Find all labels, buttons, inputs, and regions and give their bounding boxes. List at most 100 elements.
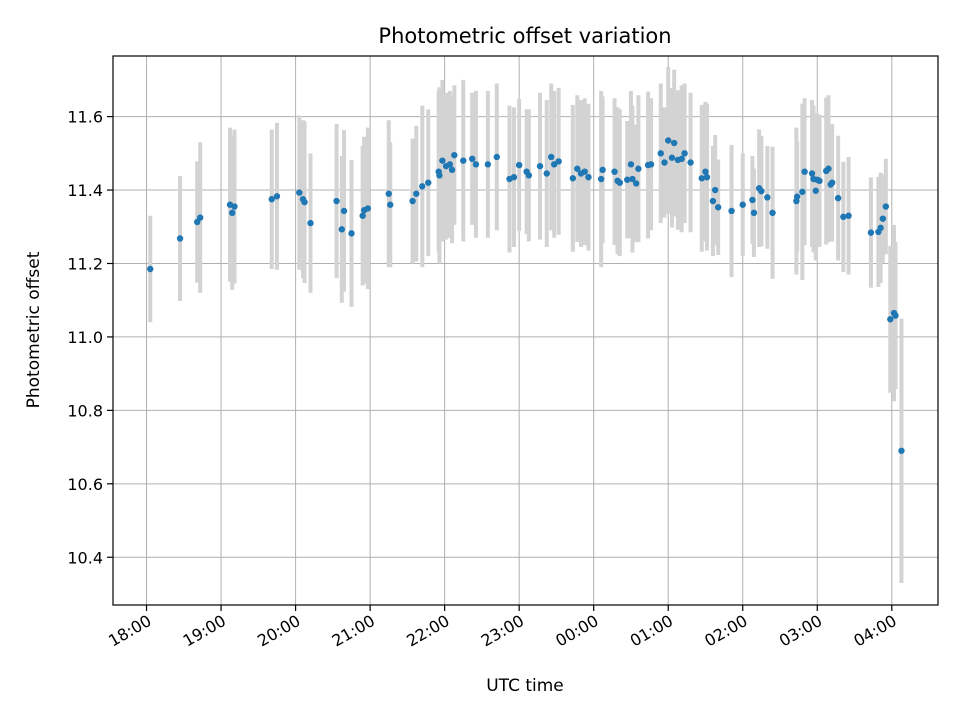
data-point [812, 187, 819, 194]
data-point [711, 186, 719, 194]
data-point [808, 170, 816, 177]
error-bars [148, 67, 904, 583]
data-point [493, 153, 501, 161]
data-point [728, 207, 735, 215]
data-point [510, 173, 518, 181]
data-point [879, 215, 887, 222]
data-point [301, 198, 308, 206]
data-point [647, 161, 655, 168]
data-point [627, 161, 635, 168]
data-point [629, 175, 636, 183]
data-point [543, 170, 550, 177]
x-tick-label: 21:00 [329, 611, 378, 651]
data-point [887, 316, 894, 323]
data-points [147, 137, 905, 454]
data-point [681, 150, 688, 157]
data-point [678, 155, 685, 163]
y-tick-label: 10.4 [67, 548, 103, 567]
data-point [425, 179, 432, 186]
data-point [548, 153, 555, 161]
data-point [624, 176, 631, 183]
x-tick-label: 01:00 [627, 611, 676, 651]
data-point [898, 447, 905, 454]
data-point [385, 190, 392, 197]
x-tick-label: 20:00 [254, 611, 303, 651]
data-point [484, 161, 492, 168]
data-point [307, 219, 314, 227]
data-point [296, 189, 303, 196]
x-tick-label: 18:00 [105, 611, 154, 651]
data-point [333, 197, 340, 205]
x-tick-label: 02:00 [701, 611, 750, 651]
data-point [340, 207, 348, 215]
data-point [657, 150, 664, 157]
data-point [816, 177, 823, 185]
data-point [739, 201, 746, 208]
data-point [877, 224, 884, 232]
data-point [569, 175, 577, 182]
data-point [687, 159, 694, 166]
data-point [574, 165, 581, 172]
x-axis-label: UTC time [486, 676, 564, 696]
data-point [515, 161, 523, 169]
data-point [273, 193, 281, 200]
data-point [536, 162, 544, 170]
data-point [364, 205, 372, 212]
data-point [599, 166, 606, 174]
data-point [840, 213, 847, 221]
data-point [702, 168, 709, 175]
data-point [764, 194, 771, 201]
data-point [147, 265, 154, 273]
x-tick-label: 19:00 [180, 611, 229, 651]
data-point [472, 161, 480, 168]
plot-frame [112, 55, 939, 606]
data-point [799, 188, 806, 196]
data-point [387, 201, 394, 208]
data-point [555, 158, 562, 165]
data-point [867, 229, 875, 236]
data-point [419, 183, 426, 190]
data-point [409, 197, 416, 205]
data-point [439, 157, 446, 164]
data-point [196, 214, 204, 221]
data-point [665, 137, 672, 144]
x-tick-label: 03:00 [776, 611, 825, 651]
data-point [469, 155, 476, 163]
data-point [758, 187, 765, 195]
data-point [413, 190, 420, 197]
data-point [845, 212, 852, 219]
data-point [703, 173, 711, 181]
data-point [668, 154, 676, 161]
data-point [359, 212, 366, 219]
data-point [446, 161, 454, 168]
y-axis-label: Photometric offset [24, 251, 44, 408]
x-ticks: 18:00 19:00 20:00 21:00 22:00 23:00 00:00 01:00… [105, 605, 900, 651]
data-point [597, 175, 605, 183]
data-point [769, 209, 776, 217]
data-point [585, 173, 592, 181]
data-point [451, 151, 458, 159]
y-tick-label: 10.6 [67, 475, 103, 494]
data-point [525, 172, 533, 179]
data-point [793, 193, 801, 200]
y-tick-label: 10.8 [67, 401, 103, 420]
data-point [825, 165, 832, 172]
y-tick-label: 11.6 [67, 108, 103, 127]
data-point [801, 168, 808, 175]
x-tick-label: 00:00 [552, 611, 601, 651]
data-point [882, 203, 890, 210]
data-point [176, 235, 184, 242]
x-tick-label: 04:00 [850, 611, 899, 651]
data-point [229, 209, 236, 217]
data-point [338, 226, 345, 233]
data-point [661, 159, 668, 166]
data-point [611, 168, 618, 175]
data-point [616, 179, 623, 186]
x-tick-label: 22:00 [403, 611, 452, 651]
y-tick-label: 11.0 [67, 328, 103, 347]
data-point [348, 230, 355, 237]
data-point [436, 172, 443, 179]
data-point [834, 194, 842, 202]
x-tick-label: 23:00 [478, 611, 527, 651]
